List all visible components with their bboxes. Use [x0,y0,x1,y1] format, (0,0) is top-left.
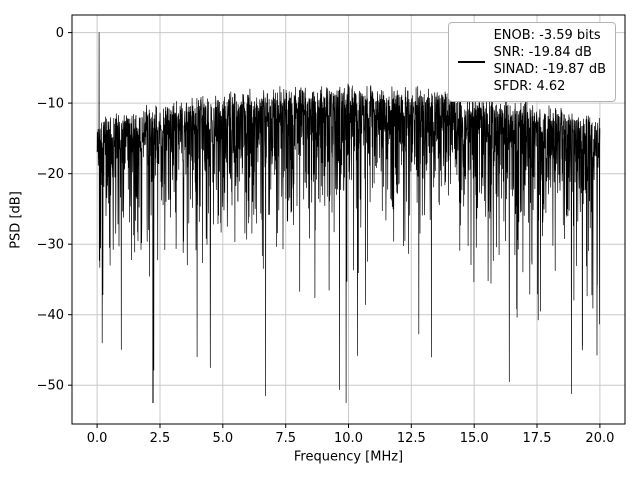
legend-entry-sinad: SINAD: -19.87 dB [493,61,606,77]
y-tick-label: 0 [56,26,64,41]
legend-entry-snr: SNR: -19.84 dB [493,44,592,60]
x-tick-label: 20.0 [585,431,614,446]
x-tick-label: 7.5 [275,431,296,446]
axis-ticks [68,32,601,428]
legend: ENOB: -3.59 bits SNR: -19.84 dB SINAD: -… [447,22,616,102]
y-tick-label: −20 [37,167,64,182]
x-tick-label: 15.0 [460,431,489,446]
x-tick-label: 5.0 [212,431,233,446]
legend-line-sample [457,60,485,63]
legend-entry-enob: ENOB: -3.59 bits [493,28,601,43]
x-tick-label: 10.0 [334,431,363,446]
x-tick-label: 17.5 [523,431,552,446]
x-tick-label: 2.5 [150,431,171,446]
y-tick-label: −30 [37,238,64,253]
legend-text-block: ENOB: -3.59 bits SNR: -19.84 dB SINAD: -… [494,28,606,96]
y-tick-label: −50 [37,379,64,394]
x-tick-label: 0.0 [87,431,108,446]
psd-series-line [96,32,601,404]
x-axis-label: Frequency [MHz] [293,449,404,465]
y-axis-label: PSD [dB] [8,190,24,249]
x-tick-label: 12.5 [397,431,426,446]
legend-entry-sfdr: SFDR: 4.62 [493,78,566,94]
y-tick-label: −40 [37,308,64,323]
tick-labels: 0.0 2.5 5.0 7.5 10.0 12.5 15.0 17.5 20.0 0 −10 −20 −… [37,26,615,446]
y-tick-label: −10 [37,97,64,112]
